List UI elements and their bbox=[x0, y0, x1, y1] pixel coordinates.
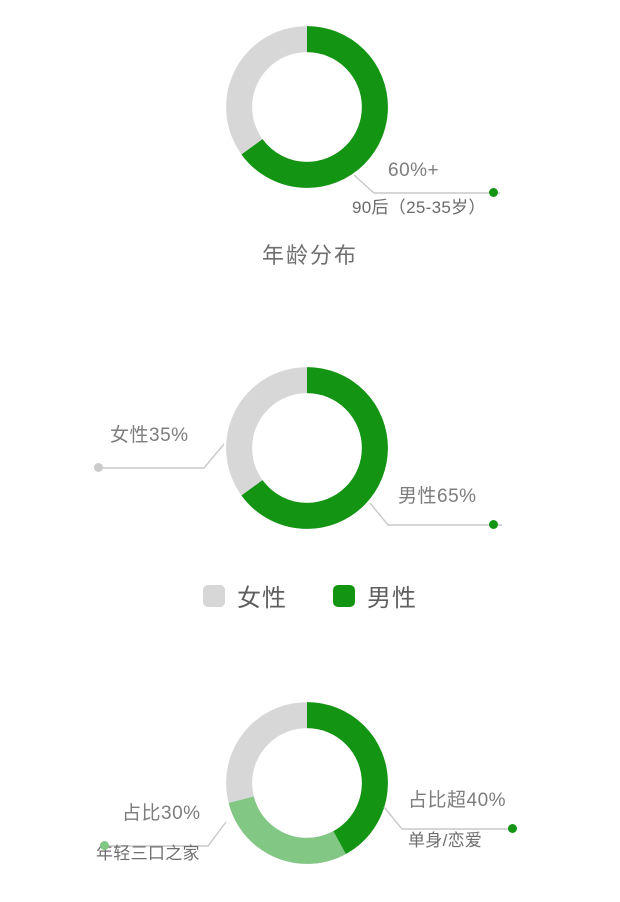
callout-family-value: 占比30% bbox=[122, 803, 201, 824]
callout-dot-female bbox=[94, 463, 103, 472]
callout-age-sub: 90后（25-35岁） bbox=[352, 198, 486, 217]
legend-item-female[interactable]: 女性 bbox=[203, 578, 287, 613]
leader-line-female bbox=[100, 443, 225, 469]
callout-age-value: 60%+ bbox=[388, 160, 440, 181]
donut-slice-post90-age bbox=[226, 26, 388, 188]
legend-item-male[interactable]: 男性 bbox=[333, 578, 417, 613]
callout-family: 占比30% bbox=[122, 802, 201, 825]
donut-slice-single-couple bbox=[226, 702, 388, 864]
donut-chart-gender bbox=[226, 367, 388, 529]
callout-female: 女性35% bbox=[110, 424, 189, 447]
chart-age-distribution: 60%+ 90后（25-35岁） 年龄分布 bbox=[0, 0, 620, 300]
chart-gender-distribution: 女性35% 男性65% 女性 男性 bbox=[0, 330, 620, 630]
callout-female-value: 女性35% bbox=[110, 425, 189, 446]
callout-single-value: 占比超40% bbox=[408, 790, 507, 811]
donut-chart-household bbox=[226, 702, 388, 864]
leader-line-family bbox=[106, 821, 227, 847]
callout-family-sub-wrap: 年轻三口之家 bbox=[96, 844, 200, 865]
chart-title-age: 年龄分布 bbox=[261, 243, 358, 268]
callout-single: 占比超40% bbox=[408, 789, 506, 812]
donut-chart-age bbox=[226, 26, 388, 188]
legend-gender: 女性 男性 bbox=[0, 578, 620, 613]
donut-slice-young-family bbox=[226, 702, 388, 864]
leader-line-male bbox=[369, 502, 502, 526]
leader-line-single bbox=[383, 806, 512, 830]
legend-swatch-female-icon bbox=[203, 584, 225, 607]
callout-dot-family bbox=[100, 841, 109, 850]
callout-single-sub: 单身/恋爱 bbox=[408, 831, 483, 850]
callout-dot-male bbox=[489, 520, 498, 529]
legend-label-female: 女性 bbox=[237, 585, 287, 612]
callout-age: 60%+ bbox=[388, 159, 439, 182]
callout-male-value: 男性65% bbox=[398, 486, 477, 507]
legend-swatch-male-icon bbox=[333, 584, 355, 607]
callout-dot-single bbox=[508, 824, 517, 833]
callout-family-sub: 年轻三口之家 bbox=[96, 844, 200, 863]
callout-male: 男性65% bbox=[398, 485, 477, 508]
chart-household-distribution: 占比超40% 单身/恋爱 占比30% 年轻三口之家 bbox=[0, 665, 620, 902]
callout-single-sub-wrap: 单身/恋爱 bbox=[408, 831, 482, 852]
callout-age-sub-wrap: 90后（25-35岁） bbox=[352, 198, 486, 219]
callout-dot-age bbox=[489, 188, 498, 197]
legend-label-male: 男性 bbox=[367, 585, 417, 612]
donut-slice-male bbox=[226, 367, 388, 529]
leader-line-age bbox=[353, 174, 500, 194]
